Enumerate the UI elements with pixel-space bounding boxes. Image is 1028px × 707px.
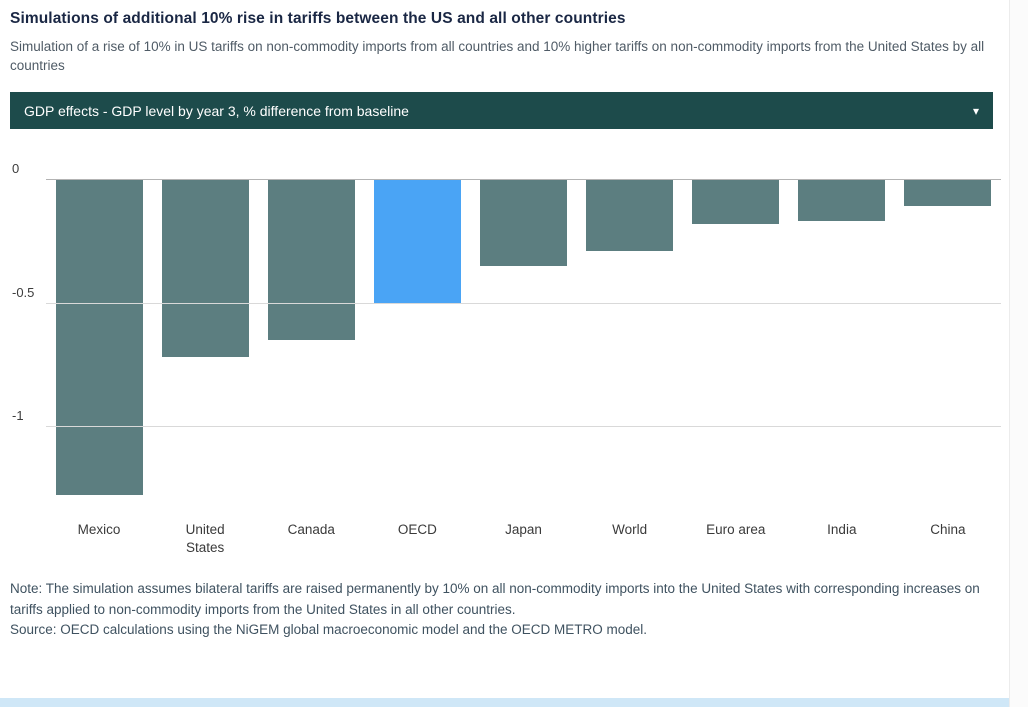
gridline	[46, 426, 1001, 428]
bar-cell	[46, 179, 152, 509]
bar-japan[interactable]	[479, 179, 567, 266]
bar-cell	[152, 179, 258, 509]
x-axis-label-canada: Canada	[287, 522, 335, 538]
bar-cell	[789, 179, 895, 509]
bar-oecd[interactable]	[373, 179, 461, 303]
x-axis-label-united-states: United States	[185, 522, 225, 555]
bars-row	[46, 179, 1001, 509]
chart-subtitle: Simulation of a rise of 10% in US tariff…	[10, 39, 985, 74]
chart-source: Source: OECD calculations using the NiGE…	[10, 621, 648, 637]
gridline	[46, 302, 1001, 304]
y-tick-label: -0.5	[12, 284, 35, 300]
x-axis-label-japan: Japan	[505, 522, 542, 538]
y-tick-label: -1	[12, 408, 24, 424]
plot-area: 0 -0.5 -1	[10, 162, 1001, 509]
page-title: Simulations of additional 10% rise in ta…	[10, 10, 626, 27]
right-gutter	[1009, 0, 1028, 707]
bar-cell	[470, 179, 576, 509]
indicator-dropdown[interactable]: GDP effects - GDP level by year 3, % dif…	[10, 92, 993, 130]
x-labels-row: Mexico United States Canada OECD Japan World E…	[46, 521, 1001, 565]
y-tick-label: 0	[12, 161, 20, 177]
x-axis-label-india: India	[827, 522, 857, 538]
bar-cell	[683, 179, 789, 509]
chevron-down-icon: ▾	[972, 103, 979, 118]
x-axis-label-euro-area: Euro area	[706, 522, 766, 538]
bar-cell	[895, 179, 1001, 509]
footer-strip	[0, 698, 1009, 707]
bar-cell	[577, 179, 683, 509]
bar-cell	[258, 179, 364, 509]
x-axis-label-oecd: OECD	[397, 522, 437, 538]
x-axis-label-china: China	[930, 522, 966, 538]
bar-world[interactable]	[586, 179, 674, 251]
indicator-dropdown-label: GDP effects - GDP level by year 3, % dif…	[24, 102, 409, 119]
bar-china[interactable]	[904, 179, 992, 207]
bar-euro-area[interactable]	[692, 179, 780, 224]
x-axis-label-mexico: Mexico	[77, 522, 121, 538]
gridline	[46, 179, 1001, 181]
bar-india[interactable]	[798, 179, 886, 222]
chart-note: Note: The simulation assumes bilateral t…	[10, 581, 980, 617]
x-axis-label-world: World	[612, 522, 648, 538]
bar-mexico[interactable]	[55, 179, 143, 496]
bar-united-states[interactable]	[161, 179, 249, 358]
bar-canada[interactable]	[267, 179, 355, 340]
bar-cell	[364, 179, 470, 509]
